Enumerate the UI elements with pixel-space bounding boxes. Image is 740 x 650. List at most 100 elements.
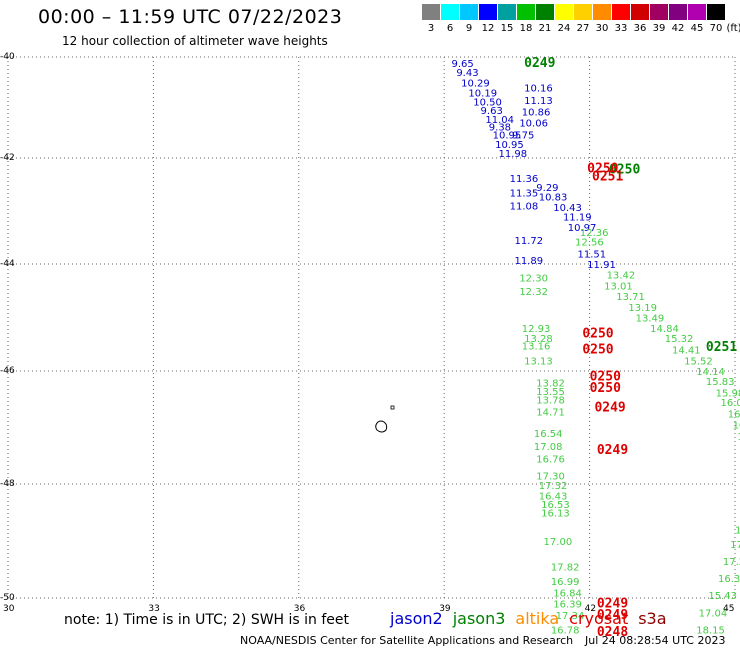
longitude-label: 30 bbox=[3, 604, 15, 614]
wave-height-value: 10.06 bbox=[519, 119, 548, 130]
footer-timestamp: Jul 24 08:28:54 UTC 2023 bbox=[585, 634, 726, 647]
wave-height-value: 13.28 bbox=[524, 334, 553, 345]
pass-time-label: 0248 bbox=[597, 625, 628, 640]
legend-swatch-label: 9 bbox=[465, 23, 473, 34]
wave-height-value: 11.98 bbox=[498, 149, 527, 160]
legend-unit: (ft) bbox=[726, 23, 740, 34]
wave-height-value: 13.01 bbox=[604, 281, 633, 292]
legend-swatch-label: 6 bbox=[446, 23, 454, 34]
wave-height-value: 13.82 bbox=[536, 378, 565, 389]
wave-height-value: 10.86 bbox=[522, 108, 551, 119]
wave-height-value: 17.30 bbox=[536, 472, 565, 483]
legend-swatch bbox=[498, 4, 516, 20]
latitude-label: -48 bbox=[0, 479, 15, 489]
legend-swatch bbox=[460, 4, 478, 20]
wave-height-value: 11.13 bbox=[524, 96, 553, 107]
wave-height-value: 17.28 bbox=[723, 557, 740, 568]
wave-height-value: 11.08 bbox=[510, 202, 539, 213]
legend-swatch-label: 12 bbox=[481, 23, 495, 34]
wave-height-value: 13.71 bbox=[616, 292, 645, 303]
legend-swatch bbox=[517, 4, 535, 20]
wave-height-value: 11.72 bbox=[514, 236, 543, 247]
satellite-name: jason2 bbox=[390, 609, 443, 628]
wave-height-value: 17.34 bbox=[556, 611, 585, 622]
latitude-label: -46 bbox=[0, 366, 15, 376]
pass-time-label: 0250 bbox=[590, 381, 621, 396]
wave-height-value: 12.36 bbox=[580, 228, 609, 239]
wave-height-value: 18.15 bbox=[696, 625, 725, 636]
longitude-label: 36 bbox=[293, 604, 306, 614]
legend-swatch-label: 36 bbox=[633, 23, 647, 34]
wave-height-value: 9.43 bbox=[456, 68, 478, 79]
wave-height-value: 9.75 bbox=[512, 130, 534, 141]
legend-swatch-label: 30 bbox=[595, 23, 609, 34]
wave-height-value: 14.71 bbox=[536, 408, 565, 419]
legend-swatch-label: 70 bbox=[709, 23, 723, 34]
pass-time-label: 0249 bbox=[597, 608, 628, 623]
wave-height-observations: 9.659.4310.2910.1910.509.6311.049.3810.9… bbox=[451, 56, 740, 640]
wave-height-value: 10.83 bbox=[539, 193, 568, 204]
pass-time-label: 0249 bbox=[594, 401, 625, 416]
longitude-label: 42 bbox=[584, 604, 597, 614]
legend-swatch bbox=[650, 4, 668, 20]
wave-height-value: 13.42 bbox=[607, 271, 636, 282]
wave-height-value: 14.14 bbox=[696, 367, 725, 378]
wave-height-value: 16.13 bbox=[541, 509, 570, 520]
latitude-label: -44 bbox=[0, 259, 15, 269]
island-outline bbox=[375, 405, 395, 433]
pass-time-label: 0249 bbox=[597, 597, 628, 612]
wave-height-value: 10.16 bbox=[524, 83, 553, 94]
legend-swatch bbox=[479, 4, 497, 20]
wave-height-value: 11.91 bbox=[587, 260, 616, 271]
legend-swatch bbox=[441, 4, 459, 20]
wave-height-value: 12.56 bbox=[575, 238, 604, 249]
page-subtitle: 12 hour collection of altimeter wave hei… bbox=[62, 34, 328, 48]
wave-height-value: 13.13 bbox=[524, 356, 553, 367]
wave-height-value: 16.39 bbox=[553, 600, 582, 611]
wave-height-value: 13.19 bbox=[628, 303, 657, 314]
legend-swatch bbox=[536, 4, 554, 20]
wave-height-value: 16.43 bbox=[539, 491, 568, 502]
legend-swatch bbox=[422, 4, 440, 20]
legend-swatch bbox=[555, 4, 573, 20]
wave-height-value: 13.78 bbox=[536, 395, 565, 406]
wave-height-value: 16.54 bbox=[534, 429, 563, 440]
legend-swatch-label: 45 bbox=[690, 23, 704, 34]
wave-height-value: 16.31 bbox=[733, 421, 740, 432]
pass-time-label: 0250 bbox=[582, 343, 613, 358]
wave-height-value: 16.53 bbox=[541, 500, 570, 511]
legend-swatch-label: 3 bbox=[427, 23, 435, 34]
legend-swatch bbox=[631, 4, 649, 20]
wave-height-value: 17.82 bbox=[551, 563, 580, 574]
satellite-name: s3a bbox=[638, 609, 667, 628]
longitude-label: 45 bbox=[723, 604, 735, 614]
wave-height-value: 10.95 bbox=[495, 140, 524, 151]
wave-height-value: 11.36 bbox=[510, 174, 539, 185]
page-title: 00:00 – 11:59 UTC 07/22/2023 bbox=[38, 6, 343, 28]
wave-height-value: 10.95 bbox=[493, 130, 522, 141]
wave-height-value: 15.83 bbox=[706, 377, 735, 388]
legend-swatch-label: 21 bbox=[538, 23, 552, 34]
legend-swatch bbox=[593, 4, 611, 20]
wave-height-value: 17.52 bbox=[735, 526, 740, 537]
legend-swatch-label: 24 bbox=[557, 23, 571, 34]
pass-time-label: 0250 bbox=[609, 163, 640, 178]
wave-height-value: 15.98 bbox=[716, 388, 740, 399]
latitude-label: -40 bbox=[0, 52, 15, 62]
wave-height-value: 17.08 bbox=[534, 442, 563, 453]
pass-time-label: 0250 bbox=[590, 370, 621, 385]
wave-height-value: 14.41 bbox=[672, 346, 701, 357]
satellite-name: cryosat bbox=[569, 609, 629, 628]
satellite-name: jason3 bbox=[452, 609, 506, 628]
wave-height-value: 16.09 bbox=[720, 398, 740, 409]
wave-height-value: 11.04 bbox=[485, 115, 514, 126]
latitude-label: -42 bbox=[0, 153, 15, 163]
wave-height-value: 16.76 bbox=[536, 455, 565, 466]
wave-height-value: 16.84 bbox=[553, 588, 582, 599]
wave-height-value: 12.93 bbox=[522, 324, 551, 335]
footer-credit: NOAA/NESDIS Center for Satellite Applica… bbox=[240, 634, 574, 647]
wave-height-value: 11.35 bbox=[510, 188, 539, 199]
legend-swatch-label: 15 bbox=[500, 23, 514, 34]
pass-time-label: 0250 bbox=[587, 162, 618, 177]
